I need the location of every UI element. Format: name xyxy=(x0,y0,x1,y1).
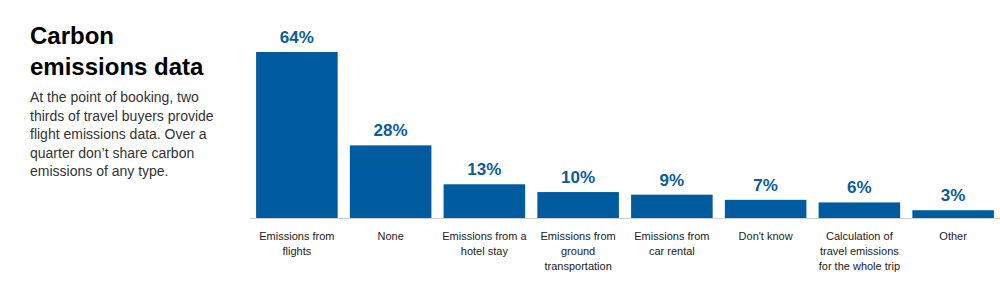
data-label: 10% xyxy=(561,168,595,187)
bar xyxy=(350,145,432,218)
category-label: Emissions fromflights xyxy=(259,230,334,257)
category-label: Calculation oftravel emissionsfor the wh… xyxy=(819,230,900,272)
category-label: Other xyxy=(939,230,967,242)
subtitle: At the point of booking, two thirds of t… xyxy=(30,88,222,181)
bar xyxy=(444,184,526,218)
bar xyxy=(725,200,807,218)
data-label: 28% xyxy=(374,121,408,140)
bars xyxy=(256,52,994,218)
bar xyxy=(912,210,994,218)
data-label: 13% xyxy=(467,160,501,179)
bar xyxy=(256,52,338,218)
category-label: Emissions fromgroundtransportation xyxy=(541,230,616,272)
data-label: 3% xyxy=(941,186,966,205)
data-label: 64% xyxy=(280,28,314,47)
category-label: Emissions fromcar rental xyxy=(634,230,709,257)
data-label: 9% xyxy=(660,171,685,190)
data-label: 6% xyxy=(847,178,872,197)
title: Carbon emissions data xyxy=(30,20,215,82)
data-labels: 64% 28% 13% 10% 9% 7% 6% 3% xyxy=(280,28,966,205)
chart: 64% 28% 13% 10% 9% 7% 6% 3% Emissions fromflight… xyxy=(0,0,1000,308)
bar xyxy=(631,195,713,218)
baseline xyxy=(250,218,1000,219)
page: Carbon emissions data At the point of bo… xyxy=(0,0,1000,308)
category-label: Don't know xyxy=(739,230,793,242)
bar xyxy=(537,192,619,218)
data-label: 7% xyxy=(753,176,778,195)
category-label: Emissions from ahotel stay xyxy=(442,230,527,257)
bar xyxy=(819,202,901,218)
x-tick-labels: Emissions fromflights None Emissions from … xyxy=(259,230,967,272)
category-label: None xyxy=(377,230,403,242)
